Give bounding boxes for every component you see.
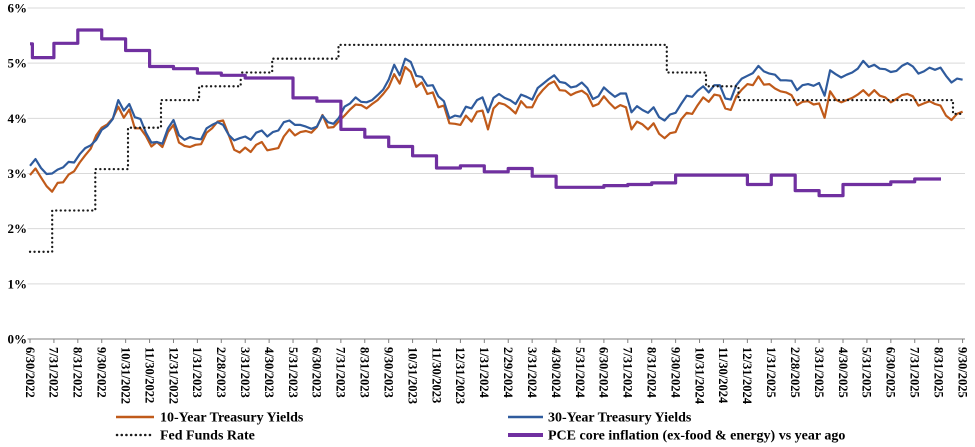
series-pce-inflation-line <box>30 28 941 198</box>
legend-label-pce: PCE core inflation (ex-food & energy) vs… <box>548 429 845 444</box>
x-axis-date-label: 7/31/2025 <box>908 347 922 398</box>
series-fed-funds-line <box>28 43 965 253</box>
legend-label-fed-funds: Fed Funds Rate <box>160 429 255 444</box>
x-axis-date-label: 3/31/2025 <box>812 347 826 398</box>
x-axis-date-label: 11/30/2024 <box>716 347 730 404</box>
x-axis-date-label: 7/31/2023 <box>334 347 348 398</box>
x-axis-date-label: 1/31/2023 <box>190 347 204 398</box>
x-axis-date-label: 1/31/2025 <box>764 347 778 398</box>
x-axis-date-label: 5/31/2024 <box>573 347 587 398</box>
x-axis-date-label: 6/30/2022 <box>23 347 37 398</box>
y-axis-tick-label: 5% <box>8 56 28 71</box>
x-axis-date-label: 12/31/2024 <box>740 347 754 405</box>
x-axis-date-label: 6/30/2023 <box>310 347 324 398</box>
x-axis-date-label: 4/30/2023 <box>262 347 276 398</box>
x-axis-date-label: 8/31/2025 <box>931 347 945 398</box>
series-30y-treasury-line <box>29 57 963 176</box>
x-axis-date-label: 2/28/2025 <box>788 347 802 398</box>
x-axis-date-label: 8/31/2022 <box>71 347 85 398</box>
x-axis-date-label: 11/30/2022 <box>142 347 156 403</box>
y-axis-labels: 0% 1% 2% 3% 4% 5% 6% <box>8 0 28 346</box>
x-axis-date-label: 9/30/2022 <box>95 347 109 398</box>
legend: 10-Year Treasury Yields 30-Year Treasury… <box>115 411 845 444</box>
x-axis-date-label: 9/30/2024 <box>668 347 682 398</box>
legend-item-30y: 30-Year Treasury Yields <box>508 411 692 426</box>
x-axis-date-label: 5/31/2023 <box>286 347 300 398</box>
x-axis-date-label: 10/31/2022 <box>118 347 132 404</box>
x-axis-date-label: 6/30/2025 <box>884 347 898 398</box>
gridlines <box>27 7 965 285</box>
x-axis-date-label: 10/31/2024 <box>692 347 706 405</box>
x-axis-date-label: 2/28/2023 <box>214 347 228 398</box>
legend-label-10y: 10-Year Treasury Yields <box>160 411 304 426</box>
series-lines <box>28 28 965 253</box>
x-axis-labels: 6/30/2022 7/31/2022 8/31/2022 9/30/2022 10/3… <box>23 347 970 405</box>
x-axis-date-label: 8/31/2023 <box>358 347 372 398</box>
x-axis-date-label: 7/31/2022 <box>47 347 61 398</box>
x-axis-date-label: 5/31/2025 <box>860 347 874 398</box>
x-axis-date-label: 8/31/2024 <box>645 347 659 398</box>
x-axis-date-label: 9/30/2023 <box>381 347 395 398</box>
legend-item-fed-funds: Fed Funds Rate <box>115 429 255 444</box>
x-axis-date-label: 9/30/2025 <box>955 347 969 398</box>
legend-item-10y: 10-Year Treasury Yields <box>116 411 304 426</box>
x-axis-date-label: 10/31/2023 <box>405 347 419 404</box>
y-axis-tick-label: 2% <box>8 221 28 236</box>
x-axis <box>27 338 965 343</box>
x-axis-date-label: 7/31/2024 <box>621 347 635 398</box>
y-axis-tick-label: 6% <box>8 0 28 15</box>
legend-item-pce: PCE core inflation (ex-food & energy) vs… <box>508 429 845 444</box>
x-axis-date-label: 11/30/2023 <box>429 347 443 403</box>
x-axis-date-label: 3/31/2024 <box>525 347 539 398</box>
x-axis-date-label: 4/30/2025 <box>836 347 850 398</box>
x-axis-date-label: 12/31/2022 <box>166 347 180 404</box>
x-axis-date-label: 12/31/2023 <box>453 347 467 404</box>
x-axis-date-label: 2/29/2024 <box>501 347 515 398</box>
y-axis-tick-label: 0% <box>8 332 28 347</box>
y-axis-tick-label: 1% <box>8 276 28 291</box>
x-axis-date-label: 6/30/2024 <box>597 347 611 398</box>
y-axis-tick-label: 3% <box>8 166 28 181</box>
legend-label-30y: 30-Year Treasury Yields <box>548 411 692 426</box>
series-10y-treasury-line <box>29 65 964 193</box>
x-axis-date-label: 4/30/2024 <box>549 347 563 398</box>
y-axis-tick-label: 4% <box>8 111 28 126</box>
x-axis-date-label: 3/31/2023 <box>238 347 252 398</box>
x-axis-date-label: 1/31/2024 <box>477 347 491 398</box>
